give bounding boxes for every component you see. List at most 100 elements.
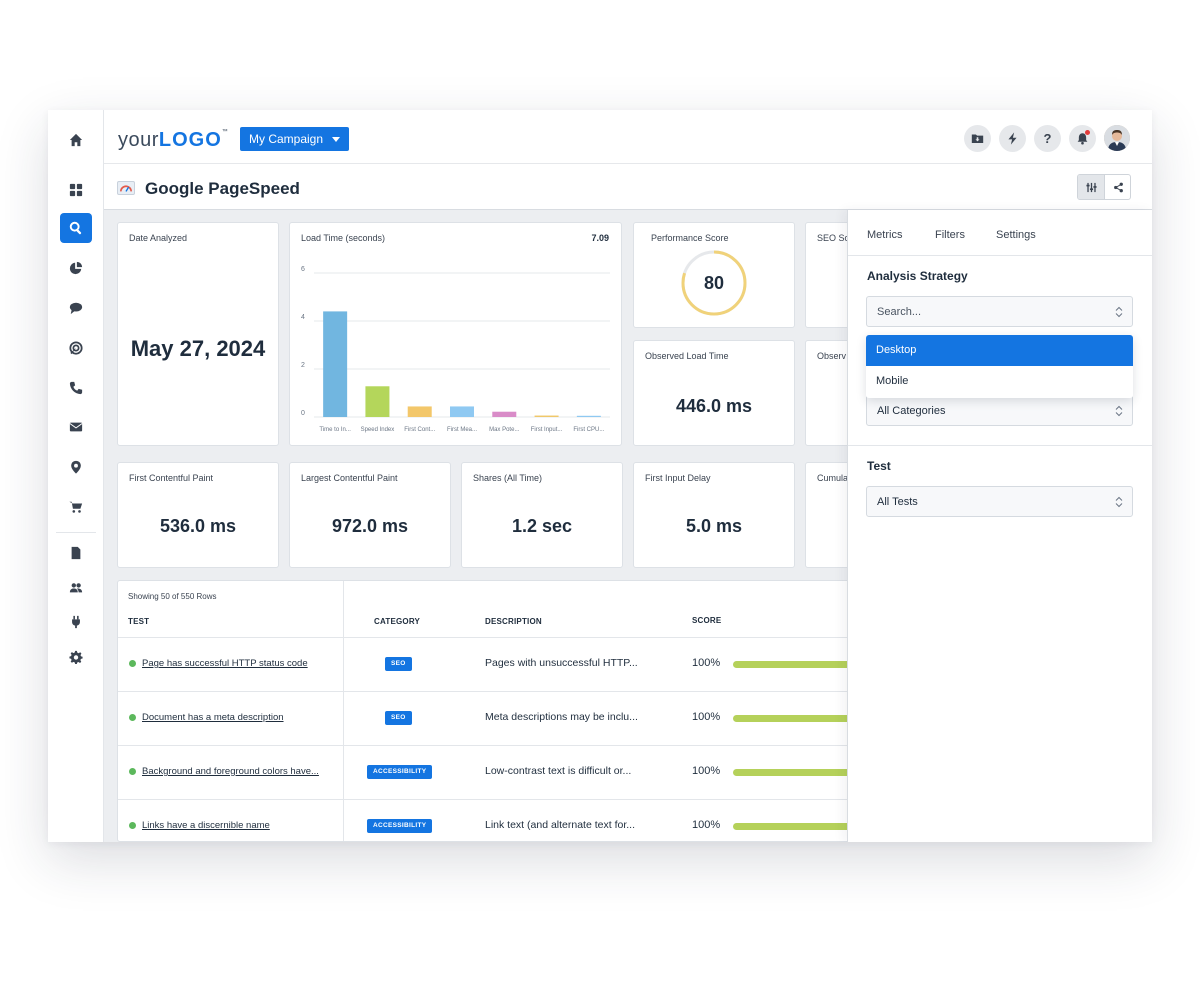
home-icon[interactable] (60, 125, 92, 155)
largest-contentful-paint-card: Largest Contentful Paint 972.0 ms (289, 462, 451, 568)
table-row: Page has successful HTTP status code SEO… (118, 637, 876, 691)
shares-label: Shares (All Time) (473, 473, 543, 483)
folder-download-button[interactable] (964, 125, 991, 152)
y-tick-label: 0 (301, 410, 305, 417)
top-bar: yourLOGO™ My Campaign ? (104, 110, 1152, 164)
category-badge: ACCESSIBILITY (367, 765, 433, 779)
x-tick-label: Time to In... (319, 427, 351, 433)
select-arrows-icon (1115, 306, 1123, 318)
date-analyzed-value: May 27, 2024 (130, 336, 266, 361)
document-icon[interactable] (60, 538, 92, 568)
test-link[interactable]: Links have a discernible name (142, 820, 270, 831)
observed-load-time-label: Observed Load Time (645, 351, 729, 361)
test-description: Low-contrast text is difficult or... (485, 765, 632, 777)
tab-filters[interactable]: Filters (935, 229, 965, 241)
score-value: 100% (692, 657, 721, 669)
location-pin-icon[interactable] (60, 452, 92, 482)
first-contentful-paint-card: First Contentful Paint 536.0 ms (117, 462, 279, 568)
category-select[interactable]: All Categories (866, 395, 1133, 426)
date-analyzed-label: Date Analyzed (129, 233, 188, 243)
filter-sliders-button[interactable] (1078, 175, 1105, 199)
score-value: 100% (692, 819, 721, 831)
notifications-button[interactable] (1069, 125, 1096, 152)
column-header-score[interactable]: SCORE (692, 616, 722, 625)
score-bar (733, 661, 876, 668)
column-header-category[interactable]: CATEGORY (374, 617, 421, 626)
category-badge: SEO (385, 711, 412, 725)
score-bar (733, 823, 876, 830)
app-window: yourLOGO™ My Campaign ? (48, 110, 1152, 842)
test-select[interactable]: All Tests (866, 486, 1133, 517)
column-header-test[interactable]: TEST (128, 617, 150, 626)
brand-logo[interactable]: yourLOGO™ (118, 129, 228, 152)
tab-settings[interactable]: Settings (996, 229, 1036, 241)
analysis-strategy-search[interactable]: Search... (866, 296, 1133, 327)
campaign-dropdown-button[interactable]: My Campaign (240, 127, 350, 151)
x-tick-label: First Cont... (404, 427, 435, 433)
users-icon[interactable] (60, 573, 92, 603)
chart-bar[interactable] (365, 386, 390, 417)
sidebar-divider (56, 532, 96, 533)
chart-bar[interactable] (407, 406, 432, 417)
test-link[interactable]: Document has a meta description (142, 712, 284, 723)
logo-brand: LOGO (158, 129, 222, 151)
test-select-value: All Tests (877, 496, 918, 508)
table-row: Background and foreground colors have...… (118, 745, 876, 799)
x-tick-label: Max Pote... (489, 427, 520, 433)
user-avatar-icon (1104, 125, 1130, 151)
help-button[interactable]: ? (1034, 125, 1061, 152)
sliders-icon (1085, 182, 1097, 192)
chart-bar[interactable] (450, 406, 474, 417)
gear-icon[interactable] (60, 642, 92, 672)
search-icon[interactable] (60, 213, 92, 243)
load-time-bar-chart: 0 2 4 6 Time to In... Speed Index First Cont..… (301, 266, 610, 433)
table-row: Document has a meta description SEO Meta… (118, 691, 876, 745)
performance-score-label: Performance Score (651, 233, 729, 243)
category-badge: SEO (385, 657, 412, 671)
option-desktop[interactable]: Desktop (866, 335, 1133, 366)
score-value: 100% (692, 765, 721, 777)
page-title: Google PageSpeed (145, 179, 300, 198)
mail-icon[interactable] (60, 412, 92, 442)
chart-bar[interactable] (576, 415, 601, 417)
test-description: Meta descriptions may be inclu... (485, 711, 638, 723)
settings-panel: Metrics Filters Settings Analysis Strate… (847, 210, 1152, 842)
plug-icon[interactable] (60, 607, 92, 637)
tab-metrics[interactable]: Metrics (867, 229, 903, 241)
status-dot (129, 768, 136, 775)
lightning-button[interactable] (999, 125, 1026, 152)
phone-icon[interactable] (60, 373, 92, 403)
strategy-options-dropdown: Desktop Mobile (866, 335, 1133, 398)
pie-chart-icon[interactable] (60, 253, 92, 283)
chart-bar[interactable] (492, 411, 517, 417)
avatar[interactable] (1104, 125, 1130, 151)
option-mobile[interactable]: Mobile (876, 375, 909, 387)
lcp-label: Largest Contentful Paint (301, 473, 398, 483)
x-tick-label: First CPU... (573, 427, 604, 433)
observed-load-time-value: 446.0 ms (675, 396, 753, 416)
bell-icon (1077, 133, 1088, 145)
score-bar (733, 769, 876, 776)
page-header: Google PageSpeed (104, 164, 1152, 210)
pagespeed-icon (117, 181, 135, 195)
chart-bar[interactable] (323, 311, 348, 417)
chat-icon[interactable] (60, 293, 92, 323)
target-icon[interactable] (60, 333, 92, 363)
sidebar (48, 110, 104, 842)
column-header-description[interactable]: DESCRIPTION (485, 617, 542, 626)
cart-icon[interactable] (60, 492, 92, 522)
performance-score-card: Performance Score 80 (633, 222, 795, 328)
caret-down-icon (332, 137, 341, 142)
lcp-value: 972.0 ms (331, 516, 409, 536)
share-button[interactable] (1105, 175, 1130, 199)
performance-gauge (681, 250, 747, 316)
panel-divider (848, 445, 1152, 446)
shares-value: 1.2 sec (511, 516, 573, 536)
test-link[interactable]: Background and foreground colors have... (142, 766, 319, 777)
dashboard-icon[interactable] (60, 175, 92, 205)
x-tick-label: First Mea... (447, 427, 477, 433)
test-link[interactable]: Page has successful HTTP status code (142, 658, 308, 669)
chart-bar[interactable] (534, 415, 559, 417)
seo-score-label: SEO Sc (817, 233, 850, 243)
fid-label: First Input Delay (645, 473, 711, 483)
